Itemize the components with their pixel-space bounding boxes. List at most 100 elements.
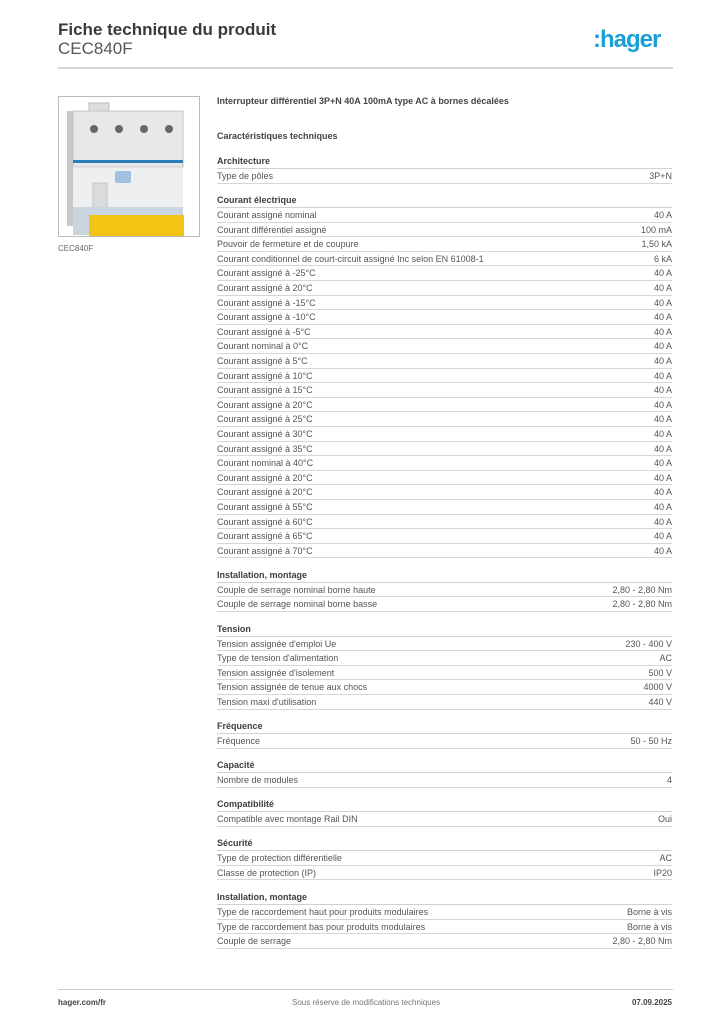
spec-value: 40 A — [653, 399, 672, 410]
hager-logo: :hager — [593, 26, 661, 53]
spec-row: Courant assigné à 30°C 40 A — [217, 427, 672, 442]
spec-row: Type de raccordement haut pour produits … — [217, 905, 672, 920]
spec-value: 40 A — [653, 312, 672, 323]
spec-label: Couple de serrage nominal borne haute — [217, 584, 376, 595]
spec-label: Couple de serrage nominal borne basse — [217, 599, 378, 610]
spec-section: Capacité Nombre de modules 4 — [217, 758, 672, 788]
spec-label: Couple de serrage — [217, 936, 292, 947]
footer-divider — [58, 989, 673, 990]
spec-value: 2,80 - 2,80 Nm — [612, 936, 672, 947]
spec-row: Compatible avec montage Rail DIN Oui — [217, 812, 672, 827]
spec-row: Courant assigné à 20°C 40 A — [217, 485, 672, 500]
spec-label: Nombre de modules — [217, 775, 299, 786]
spec-value: 40 A — [653, 283, 672, 294]
footer-website-link[interactable]: hager.com/fr — [58, 998, 107, 1007]
spec-row: Courant assigné à 20°C 40 A — [217, 471, 672, 486]
spec-row: Courant assigné à -15°C 40 A — [217, 296, 672, 311]
spec-value: 1,50 kA — [641, 239, 672, 250]
spec-row: Courant assigné nominal 40 A — [217, 208, 672, 223]
spec-row: Couple de serrage 2,80 - 2,80 Nm — [217, 934, 672, 949]
spec-value: Borne à vis — [626, 906, 672, 917]
spec-label: Courant assigné à -5°C — [217, 326, 311, 337]
spec-label: Classe de protection (IP) — [217, 867, 317, 878]
spec-label: Courant assigné à 20°C — [217, 283, 313, 294]
spec-label: Type de protection différentielle — [217, 853, 342, 864]
product-description: Interrupteur différentiel 3P+N 40A 100mA… — [217, 96, 509, 106]
spec-value: Oui — [657, 814, 672, 825]
spec-label: Courant assigné à 20°C — [217, 399, 313, 410]
spec-row: Couple de serrage nominal borne haute 2,8… — [217, 583, 672, 598]
spec-label: Type de raccordement bas pour produits m… — [217, 921, 426, 932]
spec-row: Classe de protection (IP) IP20 — [217, 866, 672, 881]
spec-label: Courant assigné à 65°C — [217, 531, 313, 542]
section-heading: Installation, montage — [217, 568, 672, 583]
spec-row: Courant assigné à 35°C 40 A — [217, 442, 672, 457]
section-heading: Capacité — [217, 758, 672, 774]
spec-row: Courant nominal à 40°C 40 A — [217, 456, 672, 471]
spec-value: 40 A — [653, 487, 672, 498]
spec-value: 40 A — [653, 370, 672, 381]
header-divider — [58, 67, 673, 69]
spec-row: Courant assigné à -10°C 40 A — [217, 310, 672, 325]
spec-row: Courant nominal à 0°C 40 A — [217, 339, 672, 355]
spec-label: Tension assignée d'isolement — [217, 667, 335, 678]
spec-section: Tension Tension assignée d'emploi Ue 230 -… — [217, 622, 672, 710]
spec-label: Fréquence — [217, 736, 261, 746]
spec-row: Type de protection différentielle AC — [217, 851, 672, 866]
spec-value: 40 A — [653, 341, 672, 352]
spec-row: Courant assigné à 65°C 40 A — [217, 529, 672, 544]
spec-label: Courant différentiel assigné — [217, 224, 327, 235]
spec-row: Type de pôles 3P+N — [217, 169, 672, 184]
spec-row: Courant assigné à 5°C 40 A — [217, 354, 672, 369]
spec-value: Borne à vis — [626, 921, 672, 932]
spec-label: Courant assigné à 5°C — [217, 356, 308, 367]
spec-label: Tension assignée d'emploi Ue — [217, 638, 337, 649]
section-heading: Courant électrique — [217, 193, 672, 209]
product-image — [58, 96, 200, 237]
image-caption: CEC840F — [58, 244, 94, 253]
spec-label: Courant assigné à -15°C — [217, 297, 316, 308]
spec-value: 40 A — [653, 356, 672, 367]
spec-row: Courant assigné à 70°C 40 A — [217, 544, 672, 559]
spec-label: Courant assigné à -25°C — [217, 268, 316, 279]
spec-label: Courant assigné à 35°C — [217, 443, 313, 454]
spec-value: 40 A — [653, 414, 672, 425]
spec-row: Nombre de modules 4 — [217, 773, 672, 788]
footer-disclaimer: Sous réserve de modifications techniques — [292, 998, 441, 1007]
spec-section: Fréquence Fréquence 50 - 50 Hz — [217, 719, 672, 749]
spec-value: 500 V — [648, 667, 672, 678]
spec-label: Courant conditionnel de court-circuit as… — [217, 253, 484, 264]
spec-value: IP20 — [653, 867, 672, 878]
spec-value: 40 A — [653, 210, 672, 221]
specs-table: Architecture Type de pôles 3P+N Courant éle… — [217, 154, 672, 949]
section-heading: Tension — [217, 622, 672, 637]
spec-value: 50 - 50 Hz — [630, 736, 672, 746]
spec-label: Courant nominal à 0°C — [217, 341, 309, 352]
spec-value: 40 A — [653, 443, 672, 454]
spec-label: Type de pôles — [217, 171, 274, 181]
footer-date: 07.09.2025 — [631, 998, 672, 1007]
spec-value: 4000 V — [643, 682, 672, 693]
spec-section: Installation, montage Type de raccordemen… — [217, 890, 672, 949]
spec-label: Courant assigné à 55°C — [217, 501, 313, 512]
spec-section: Sécurité Type de protection différentiell… — [217, 836, 672, 881]
spec-row: Tension assignée d'emploi Ue 230 - 400 V — [217, 637, 672, 652]
spec-value: 40 A — [653, 531, 672, 542]
spec-value: 2,80 - 2,80 Nm — [612, 584, 672, 595]
spec-row: Courant assigné à -25°C 40 A — [217, 266, 672, 282]
spec-label: Compatible avec montage Rail DIN — [217, 814, 358, 825]
spec-value: 40 A — [653, 429, 672, 439]
spec-value: AC — [659, 653, 672, 664]
spec-label: Courant nominal à 40°C — [217, 458, 314, 469]
spec-value: 40 A — [653, 326, 672, 337]
spec-value: 2,80 - 2,80 Nm — [612, 599, 672, 610]
spec-row: Courant différentiel assigné 100 mA — [217, 223, 672, 238]
spec-row: Type de raccordement bas pour produits m… — [217, 920, 672, 935]
spec-section: Architecture Type de pôles 3P+N — [217, 154, 672, 184]
spec-label: Courant assigné à -10°C — [217, 312, 316, 323]
spec-value: 6 kA — [653, 253, 672, 264]
spec-value: 440 V — [648, 696, 672, 707]
spec-label: Courant assigné à 20°C — [217, 487, 313, 498]
specs-heading: Caractéristiques techniques — [217, 131, 338, 141]
spec-label: Courant assigné à 15°C — [217, 385, 313, 396]
